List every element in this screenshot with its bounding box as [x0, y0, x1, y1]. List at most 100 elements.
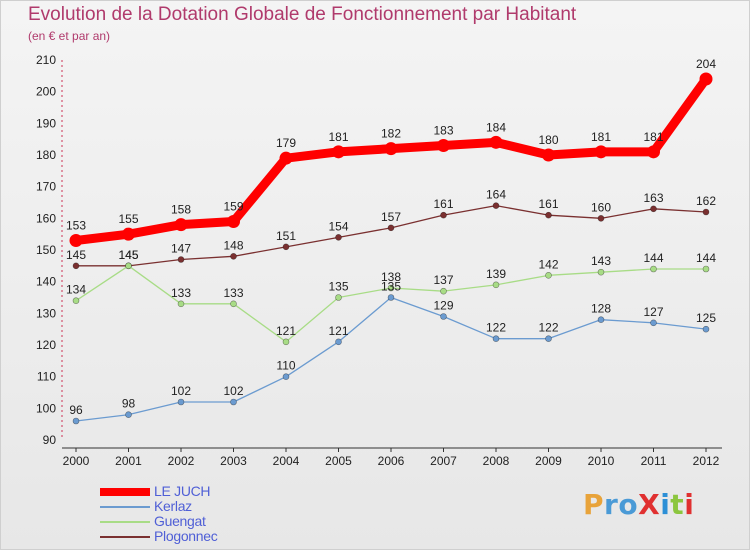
data-point	[230, 300, 237, 308]
data-point	[702, 208, 710, 216]
data-label: 144	[696, 251, 716, 265]
data-point	[440, 287, 447, 295]
data-label: 137	[433, 273, 453, 287]
y-tick-label: 120	[36, 338, 56, 352]
data-label: 139	[486, 267, 506, 281]
data-point	[702, 325, 710, 333]
data-point	[177, 256, 185, 263]
data-label: 127	[643, 305, 663, 319]
data-point	[230, 398, 237, 406]
data-point	[440, 313, 447, 320]
proxiti-logo: ProXiti	[583, 488, 694, 521]
data-point	[72, 262, 80, 270]
chart-subtitle: (en € et par an)	[28, 29, 111, 43]
logo-letter: P	[583, 488, 605, 521]
y-tick-label: 210	[36, 53, 56, 67]
data-point	[227, 215, 240, 228]
x-tick-label: 2001	[115, 454, 142, 468]
data-label: 98	[122, 397, 136, 411]
y-tick-label: 100	[36, 401, 56, 415]
data-point	[282, 243, 290, 251]
x-tick-label: 2004	[273, 454, 300, 468]
data-label: 153	[66, 219, 86, 233]
data-label: 161	[538, 197, 558, 211]
data-label: 159	[223, 200, 243, 214]
data-point	[282, 338, 290, 346]
data-point	[545, 272, 552, 279]
data-labels-layer: 145 145 147 148 151 154 157 161 164 161 160 163 162 1…	[66, 57, 716, 417]
data-label: 145	[118, 248, 138, 262]
data-point	[647, 145, 660, 159]
data-label: 182	[381, 127, 401, 141]
data-label: 181	[643, 130, 663, 144]
y-tick-label: 170	[36, 180, 56, 194]
data-label: 157	[381, 210, 401, 224]
data-point	[492, 335, 500, 342]
data-label: 151	[276, 229, 296, 243]
data-point	[489, 135, 503, 149]
x-tick-label: 2003	[220, 454, 247, 468]
y-tick-label: 130	[36, 306, 56, 320]
x-tick-label: 2000	[63, 454, 90, 468]
data-label: 148	[223, 238, 243, 252]
data-point	[437, 139, 450, 152]
data-point	[650, 319, 657, 327]
data-point	[174, 218, 188, 232]
y-tick-label: 150	[36, 243, 56, 257]
x-tick-label: 2002	[168, 454, 195, 468]
data-label: 134	[66, 283, 86, 297]
x-tick-label: 2006	[378, 454, 405, 468]
logo-letter: t	[670, 488, 685, 521]
data-label: 125	[696, 311, 716, 325]
data-point	[597, 215, 605, 222]
data-point	[125, 411, 132, 418]
x-tick-label: 2012	[693, 454, 720, 468]
x-tick-label: 2011	[641, 454, 667, 468]
data-point	[545, 335, 552, 342]
y-tick-label: 200	[36, 85, 56, 99]
data-point	[387, 284, 395, 292]
data-point	[69, 234, 83, 247]
data-point	[384, 142, 398, 156]
data-point	[177, 300, 185, 308]
data-point	[492, 202, 500, 209]
data-label: 155	[118, 212, 138, 226]
logo-letter: i	[660, 488, 671, 521]
data-point	[332, 145, 345, 159]
legend-label: LE JUCH	[154, 483, 211, 499]
chart-title: Evolution de la Dotation Globale de Fonc…	[28, 4, 577, 25]
data-point	[492, 281, 500, 289]
data-point	[122, 227, 135, 241]
data-label: 128	[591, 302, 611, 316]
data-label: 121	[276, 324, 296, 338]
data-label: 154	[328, 219, 348, 233]
series-line-kerlaz	[75, 296, 707, 422]
data-label: 204	[696, 57, 716, 71]
data-label: 164	[486, 188, 506, 202]
y-tick-label: 110	[37, 370, 56, 384]
data-point	[440, 211, 447, 219]
x-tick-label: 2009	[535, 454, 562, 468]
data-point	[542, 148, 555, 162]
data-label: 102	[171, 384, 191, 398]
data-point	[335, 294, 342, 301]
data-point	[125, 262, 132, 270]
y-tick-label: 190	[36, 116, 56, 130]
x-tick-label: 2007	[430, 454, 457, 468]
data-point	[282, 373, 290, 380]
data-label: 181	[328, 130, 348, 144]
data-label: 133	[223, 286, 243, 300]
data-label: 184	[486, 120, 506, 134]
data-label: 138	[381, 270, 401, 284]
data-label: 110	[276, 359, 295, 373]
data-label: 162	[696, 194, 716, 208]
legend-swatch	[100, 488, 150, 496]
data-label: 179	[276, 136, 296, 150]
data-label: 161	[433, 197, 453, 211]
data-label: 96	[69, 403, 83, 417]
data-point	[545, 211, 552, 219]
data-label: 142	[538, 257, 558, 271]
data-point	[650, 205, 657, 213]
